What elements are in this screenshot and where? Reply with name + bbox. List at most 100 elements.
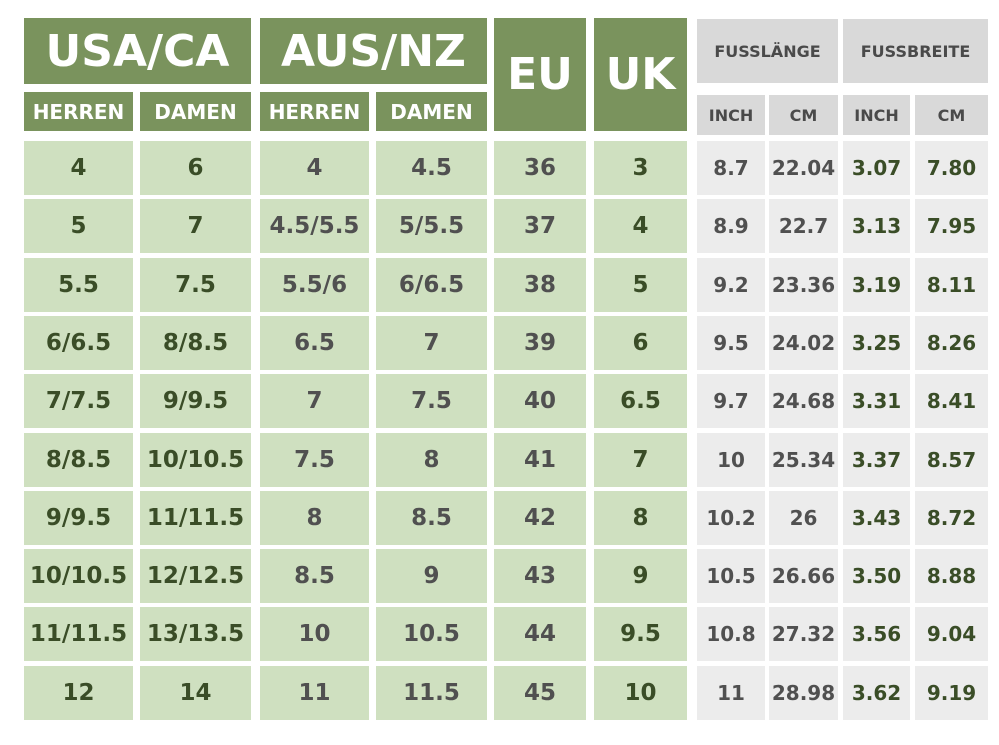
cell-usa-herren: 6/6.5 — [24, 315, 133, 370]
cell-laenge-inch: 8.7 — [697, 141, 765, 195]
cell-aus-herren: 5.5/6 — [260, 257, 369, 312]
cell-laenge-cm: 24.68 — [769, 374, 838, 429]
cell-usa-damen: 12/12.5 — [140, 549, 251, 604]
cell-breite-cm: 9.19 — [915, 665, 988, 720]
cell-breite-inch: 3.07 — [843, 141, 910, 195]
cell-usa-damen: 13/13.5 — [140, 607, 251, 662]
cell-laenge-inch: 9.2 — [697, 257, 765, 312]
cell-eu: 41 — [494, 432, 586, 487]
cell-breite-inch: 3.13 — [843, 199, 910, 254]
header-usa-damen: DAMEN — [140, 92, 251, 131]
cell-laenge-cm: 24.02 — [769, 315, 838, 370]
cell-aus-herren: 4.5/5.5 — [260, 199, 369, 254]
cell-usa-herren: 8/8.5 — [24, 432, 133, 487]
cell-eu: 37 — [494, 199, 586, 254]
cell-laenge-cm: 23.36 — [769, 257, 838, 312]
header-fussbreite: FUSSBREITE — [843, 19, 988, 83]
cell-breite-inch: 3.25 — [843, 315, 910, 370]
cell-usa-herren: 12 — [24, 665, 133, 720]
header-fusslaenge: FUSSLÄNGE — [697, 19, 838, 83]
cell-breite-inch: 3.56 — [843, 607, 910, 662]
cell-breite-inch: 3.31 — [843, 374, 910, 429]
cell-breite-inch: 3.19 — [843, 257, 910, 312]
cell-aus-herren: 7 — [260, 374, 369, 429]
cell-laenge-cm: 27.32 — [769, 607, 838, 662]
header-aus-nz: AUS/NZ — [260, 18, 487, 84]
header-laenge-inch: INCH — [697, 95, 765, 135]
cell-eu: 38 — [494, 257, 586, 312]
cell-laenge-cm: 26.66 — [769, 549, 838, 604]
cell-uk: 9.5 — [594, 607, 687, 662]
cell-breite-inch: 3.43 — [843, 490, 910, 545]
cell-aus-herren: 8 — [260, 490, 369, 545]
cell-laenge-inch: 8.9 — [697, 199, 765, 254]
cell-eu: 45 — [494, 665, 586, 720]
cell-aus-herren: 8.5 — [260, 549, 369, 604]
cell-usa-damen: 6 — [140, 141, 251, 195]
cell-laenge-cm: 22.7 — [769, 199, 838, 254]
cell-uk: 10 — [594, 665, 687, 720]
cell-laenge-cm: 28.98 — [769, 665, 838, 720]
cell-aus-damen: 8.5 — [376, 490, 487, 545]
cell-aus-herren: 4 — [260, 141, 369, 195]
cell-eu: 39 — [494, 315, 586, 370]
cell-uk: 9 — [594, 549, 687, 604]
cell-aus-damen: 10.5 — [376, 607, 487, 662]
cell-laenge-inch: 9.7 — [697, 374, 765, 429]
cell-laenge-cm: 25.34 — [769, 432, 838, 487]
cell-breite-cm: 9.04 — [915, 607, 988, 662]
cell-eu: 40 — [494, 374, 586, 429]
cell-laenge-inch: 10 — [697, 432, 765, 487]
cell-laenge-inch: 10.5 — [697, 549, 765, 604]
cell-breite-inch: 3.62 — [843, 665, 910, 720]
header-usa-ca: USA/CA — [24, 18, 251, 84]
cell-usa-damen: 7.5 — [140, 257, 251, 312]
cell-laenge-cm: 22.04 — [769, 141, 838, 195]
cell-usa-damen: 14 — [140, 665, 251, 720]
cell-breite-cm: 8.11 — [915, 257, 988, 312]
cell-aus-herren: 11 — [260, 665, 369, 720]
cell-laenge-inch: 10.2 — [697, 490, 765, 545]
header-breite-inch: INCH — [843, 95, 910, 135]
cell-breite-cm: 8.57 — [915, 432, 988, 487]
cell-usa-herren: 9/9.5 — [24, 490, 133, 545]
cell-laenge-cm: 26 — [769, 490, 838, 545]
cell-breite-cm: 8.72 — [915, 490, 988, 545]
cell-usa-herren: 7/7.5 — [24, 374, 133, 429]
cell-breite-cm: 8.88 — [915, 549, 988, 604]
cell-usa-damen: 9/9.5 — [140, 374, 251, 429]
cell-aus-herren: 10 — [260, 607, 369, 662]
cell-aus-damen: 7.5 — [376, 374, 487, 429]
cell-laenge-inch: 9.5 — [697, 315, 765, 370]
cell-uk: 6 — [594, 315, 687, 370]
cell-usa-herren: 5 — [24, 199, 133, 254]
header-aus-damen: DAMEN — [376, 92, 487, 131]
cell-usa-damen: 8/8.5 — [140, 315, 251, 370]
cell-uk: 3 — [594, 141, 687, 195]
cell-usa-damen: 7 — [140, 199, 251, 254]
cell-usa-herren: 4 — [24, 141, 133, 195]
cell-eu: 42 — [494, 490, 586, 545]
header-uk: UK — [594, 18, 687, 131]
cell-laenge-inch: 11 — [697, 665, 765, 720]
cell-uk: 7 — [594, 432, 687, 487]
header-laenge-cm: CM — [769, 95, 838, 135]
cell-aus-damen: 4.5 — [376, 141, 487, 195]
cell-aus-herren: 7.5 — [260, 432, 369, 487]
cell-usa-damen: 11/11.5 — [140, 490, 251, 545]
cell-breite-cm: 7.80 — [915, 141, 988, 195]
cell-breite-inch: 3.50 — [843, 549, 910, 604]
cell-uk: 4 — [594, 199, 687, 254]
cell-uk: 5 — [594, 257, 687, 312]
cell-usa-herren: 11/11.5 — [24, 607, 133, 662]
cell-usa-damen: 10/10.5 — [140, 432, 251, 487]
cell-aus-damen: 5/5.5 — [376, 199, 487, 254]
cell-breite-inch: 3.37 — [843, 432, 910, 487]
cell-breite-cm: 7.95 — [915, 199, 988, 254]
cell-eu: 43 — [494, 549, 586, 604]
cell-eu: 44 — [494, 607, 586, 662]
header-usa-herren: HERREN — [24, 92, 133, 131]
cell-laenge-inch: 10.8 — [697, 607, 765, 662]
header-breite-cm: CM — [915, 95, 988, 135]
